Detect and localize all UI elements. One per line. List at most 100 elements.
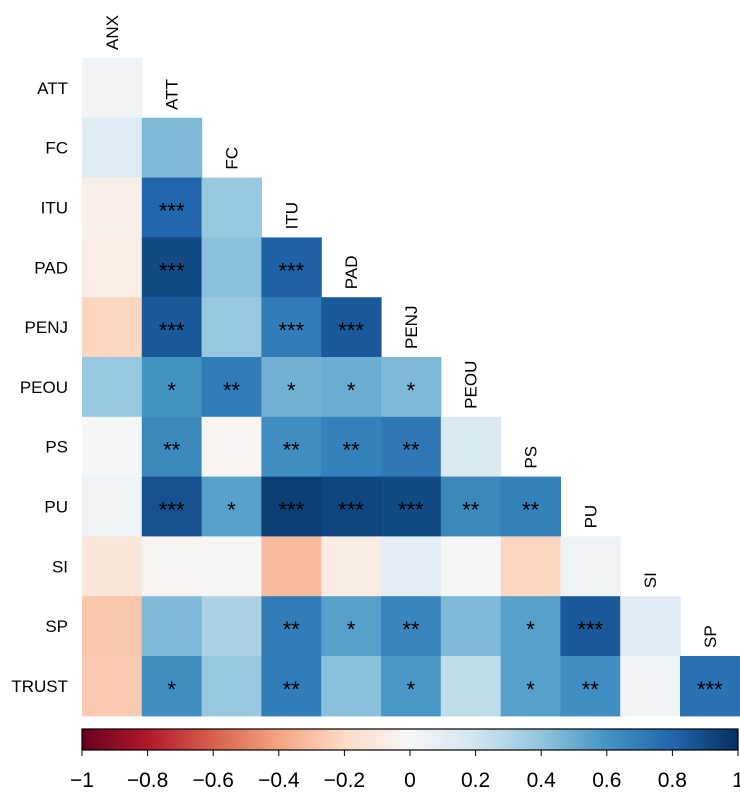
colorbar-tick-label: −1 bbox=[70, 769, 94, 792]
cell-peou-anx bbox=[82, 357, 143, 418]
significance-label: *** bbox=[159, 258, 185, 283]
row-label-itu: ITU bbox=[41, 199, 68, 218]
cell-pu-att bbox=[141, 476, 203, 537]
cell-trust-peou bbox=[440, 656, 502, 717]
cell-trust-si bbox=[620, 656, 681, 717]
significance-label: ** bbox=[283, 677, 301, 702]
significance-label: *** bbox=[697, 677, 723, 702]
significance-label: ** bbox=[283, 617, 301, 642]
row-label-pad: PAD bbox=[34, 258, 68, 277]
significance-label: *** bbox=[278, 498, 304, 523]
colorbar: −1 −0.8 −0.6 −0.4 −0.2 0 0.2 0.4 0.6 0.8 1 bbox=[70, 728, 740, 792]
cell-ps-att bbox=[141, 416, 203, 478]
cell-trust-itu bbox=[261, 656, 322, 717]
cell-si-att bbox=[141, 536, 203, 597]
cell-penj-itu bbox=[261, 297, 322, 358]
cell-fc-att bbox=[141, 117, 203, 179]
significance-label: * bbox=[287, 378, 296, 403]
row-label-penj: PENJ bbox=[25, 318, 68, 337]
cell-pu-pad bbox=[321, 476, 382, 537]
cell-si-penj bbox=[381, 536, 442, 597]
cell-itu-fc bbox=[201, 177, 262, 238]
significance-labels: ****** ****** *** **** ** * * *** ** ** ***** * *** *… bbox=[159, 199, 723, 702]
significance-label: * bbox=[526, 617, 535, 642]
cell-trust-ps bbox=[500, 656, 561, 717]
column-label-penj: PENJ bbox=[402, 306, 421, 349]
significance-label: ** bbox=[343, 438, 361, 463]
cell-att-anx bbox=[82, 58, 143, 119]
significance-label: * bbox=[227, 498, 236, 523]
cell-trust-anx bbox=[82, 656, 143, 717]
cell-si-fc bbox=[201, 536, 262, 597]
row-label-si: SI bbox=[52, 557, 68, 576]
column-label-fc: FC bbox=[223, 147, 242, 170]
colorbar-tick-label: −0.2 bbox=[324, 769, 365, 792]
cell-pad-fc bbox=[201, 237, 262, 298]
cell-pu-anx bbox=[82, 476, 143, 537]
cell-si-peou bbox=[440, 536, 502, 597]
cell-trust-fc bbox=[201, 656, 262, 717]
significance-label: * bbox=[167, 378, 176, 403]
significance-label: *** bbox=[338, 318, 364, 343]
row-label-att: ATT bbox=[37, 79, 68, 98]
cell-trust-penj bbox=[381, 656, 442, 717]
cell-pu-itu bbox=[261, 476, 322, 537]
cell-fc-anx bbox=[82, 117, 143, 179]
colorbar-tick-label: −0.6 bbox=[192, 769, 233, 792]
cell-peou-pad bbox=[321, 357, 382, 418]
significance-label: *** bbox=[159, 498, 185, 523]
cell-trust-pad bbox=[321, 656, 382, 717]
colorbar-tick-label: −0.8 bbox=[127, 769, 168, 792]
row-label-pu: PU bbox=[44, 498, 68, 517]
cell-si-itu bbox=[261, 536, 322, 597]
cell-pad-att bbox=[141, 237, 203, 298]
cell-si-anx bbox=[82, 536, 143, 597]
cell-peou-fc bbox=[201, 357, 262, 418]
cell-sp-att bbox=[141, 596, 203, 657]
column-label-peou: PEOU bbox=[462, 361, 481, 409]
significance-label: ** bbox=[163, 438, 181, 463]
significance-label: ** bbox=[402, 438, 420, 463]
significance-label: * bbox=[347, 617, 356, 642]
row-labels: ATT FC ITU PAD PENJ PEOU PS PU SI SP TRUST bbox=[11, 79, 68, 696]
column-label-pu: PU bbox=[581, 505, 600, 529]
cell-penj-fc bbox=[201, 297, 262, 358]
cell-ps-pad bbox=[321, 416, 382, 478]
significance-label: ** bbox=[223, 378, 241, 403]
cell-trust-pu bbox=[560, 656, 621, 717]
colorbar-tick-label: 0.2 bbox=[461, 769, 490, 792]
cell-peou-itu bbox=[261, 357, 322, 418]
row-label-sp: SP bbox=[45, 617, 68, 636]
column-label-sp: SP bbox=[701, 625, 720, 648]
cell-penj-att bbox=[141, 297, 203, 358]
significance-label: ** bbox=[582, 677, 600, 702]
cell-itu-att bbox=[141, 177, 203, 238]
cell-sp-anx bbox=[82, 596, 143, 657]
cell-sp-ps bbox=[500, 596, 561, 657]
significance-label: * bbox=[407, 378, 416, 403]
cell-ps-peou bbox=[440, 416, 502, 478]
cell-sp-itu bbox=[261, 596, 322, 657]
significance-label: ** bbox=[402, 617, 420, 642]
cell-pu-penj bbox=[381, 476, 442, 537]
cell-ps-itu bbox=[261, 416, 322, 478]
column-label-pad: PAD bbox=[342, 255, 361, 289]
cell-sp-si bbox=[620, 596, 681, 657]
colorbar-tick-label: 0.4 bbox=[527, 769, 557, 792]
significance-label: * bbox=[407, 677, 416, 702]
cell-pu-fc bbox=[201, 476, 262, 537]
significance-label: *** bbox=[338, 498, 364, 523]
column-label-si: SI bbox=[641, 572, 660, 588]
significance-label: *** bbox=[577, 617, 603, 642]
heatmap-cells bbox=[82, 58, 740, 717]
colorbar-gradient bbox=[81, 728, 739, 751]
cell-sp-peou bbox=[440, 596, 502, 657]
significance-label: ** bbox=[522, 498, 540, 523]
cell-ps-anx bbox=[82, 416, 143, 478]
cell-pu-peou bbox=[440, 476, 502, 537]
row-label-ps: PS bbox=[45, 438, 68, 457]
row-label-trust: TRUST bbox=[11, 677, 68, 696]
row-label-fc: FC bbox=[45, 139, 68, 158]
column-labels: ANX ATT FC ITU PAD PENJ PEOU PS PU SI SP bbox=[103, 15, 720, 648]
